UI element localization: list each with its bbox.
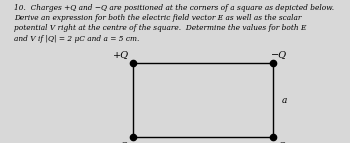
- Text: −Q: −Q: [271, 51, 287, 59]
- Text: 10.  Charges +Q and −Q are positioned at the corners of a square as depicted bel: 10. Charges +Q and −Q are positioned at …: [14, 4, 334, 43]
- Text: +Q: +Q: [113, 51, 129, 59]
- Text: +Q: +Q: [113, 141, 129, 143]
- Text: −Q: −Q: [271, 141, 287, 143]
- Text: a: a: [282, 96, 287, 105]
